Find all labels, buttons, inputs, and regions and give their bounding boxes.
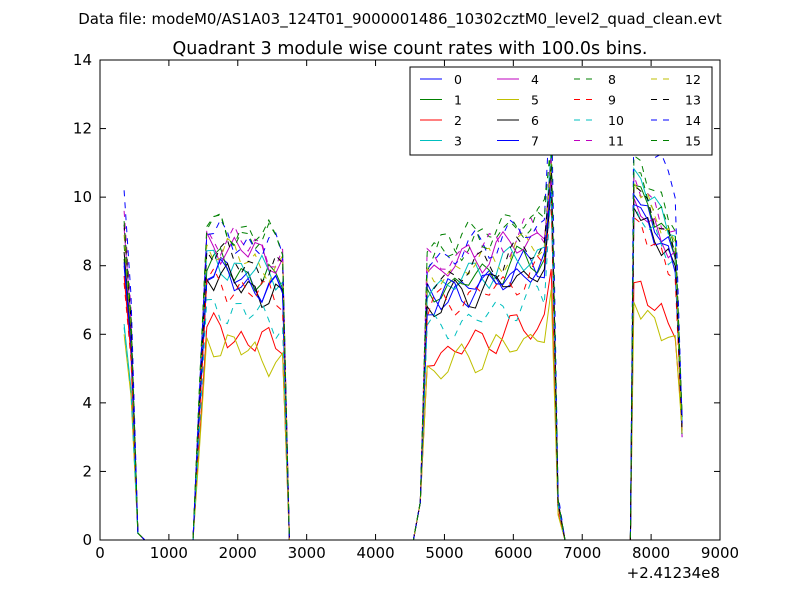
x-tick-label: 9000	[701, 544, 739, 562]
legend-label-4: 4	[531, 72, 539, 87]
series-line-0	[123, 176, 683, 541]
legend-label-7: 7	[531, 134, 539, 149]
legend-label-5: 5	[531, 93, 539, 108]
y-tick-label: 6	[82, 325, 92, 343]
series-line-5	[123, 289, 683, 541]
legend-label-12: 12	[685, 72, 701, 87]
y-tick-label: 14	[73, 51, 92, 69]
plot-frame	[99, 59, 721, 541]
chart-suptitle: Data file: modeM0/AS1A03_124T01_90000014…	[78, 10, 722, 29]
series-line-7	[123, 186, 683, 541]
y-tick-label: 2	[82, 462, 92, 480]
x-tick-label: 6000	[494, 544, 532, 562]
series-line-13	[123, 166, 683, 541]
legend-label-10: 10	[608, 113, 624, 128]
series-line-9	[123, 200, 683, 541]
y-tick-label: 8	[82, 257, 92, 275]
series-line-8	[123, 152, 683, 541]
y-tick-label: 0	[82, 531, 92, 549]
x-tick-label: 1000	[150, 544, 188, 562]
series-line-12	[123, 162, 683, 541]
x-tick-label: 8000	[632, 544, 670, 562]
legend-label-14: 14	[685, 113, 701, 128]
series-line-10	[123, 186, 683, 541]
series-line-15	[123, 135, 683, 541]
series-line-3	[123, 149, 683, 541]
series-line-4	[123, 179, 683, 541]
legend-label-9: 9	[608, 93, 616, 108]
legend-label-0: 0	[454, 72, 462, 87]
legend-label-8: 8	[608, 72, 616, 87]
legend-label-2: 2	[454, 113, 462, 128]
y-tick-label: 10	[73, 188, 92, 206]
legend-label-13: 13	[685, 93, 701, 108]
legend-box	[409, 66, 713, 156]
x-tick-label: 4000	[356, 544, 394, 562]
legend-label-6: 6	[531, 113, 539, 128]
series-line-11	[123, 155, 683, 541]
y-tick-label: 4	[82, 394, 92, 412]
x-tick-label: 0	[95, 544, 105, 562]
x-tick-label: 2000	[219, 544, 257, 562]
x-tick-label: 3000	[288, 544, 326, 562]
x-tick-label: 5000	[425, 544, 463, 562]
legend-label-3: 3	[454, 134, 462, 149]
y-tick-label: 12	[73, 120, 92, 138]
chart-title: Quadrant 3 module wise count rates with …	[173, 39, 648, 59]
tick-layer: 0 1000 2000 3000 4000 5000 6000 7000 8000 9000 0 2 4…	[73, 51, 739, 562]
x-tick-label: 7000	[563, 544, 601, 562]
series-line-2	[123, 269, 683, 541]
legend-label-11: 11	[608, 134, 624, 149]
legend-label-15: 15	[685, 134, 701, 149]
legend-label-1: 1	[454, 93, 462, 108]
series-line-6	[123, 190, 683, 541]
series-line-1	[123, 166, 683, 541]
x-offset-label: +2.41234e8	[627, 564, 720, 582]
